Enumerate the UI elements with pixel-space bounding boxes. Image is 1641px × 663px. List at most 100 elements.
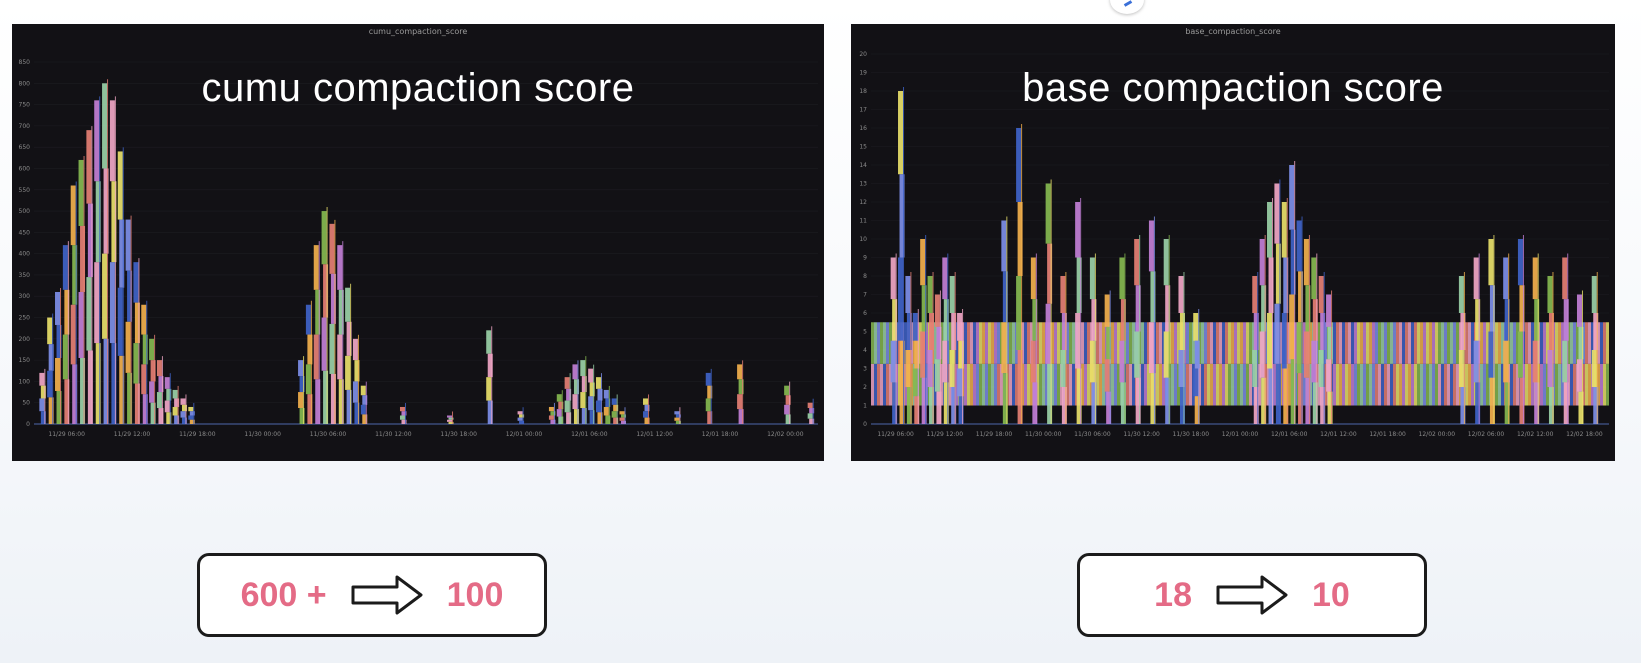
data-bar (936, 391, 942, 424)
data-bar (1473, 257, 1479, 300)
data-bar (86, 130, 92, 204)
band-segment (1444, 322, 1447, 364)
x-tick-label: 11/30 00:00 (1025, 431, 1062, 438)
band-segment (1576, 322, 1579, 364)
band-segment (1279, 322, 1282, 364)
data-bar (1089, 340, 1095, 383)
band-segment (1171, 363, 1174, 406)
data-bar (1268, 368, 1274, 424)
band-segment (919, 363, 922, 406)
band-segment (1570, 322, 1573, 364)
band-segment (1204, 363, 1207, 406)
data-bar (1089, 257, 1095, 300)
x-tick-label: 12/02 00:00 (1419, 431, 1456, 438)
data-bar (1475, 299, 1481, 341)
data-bar (949, 276, 955, 313)
x-tick-label: 11/29 06:00 (877, 431, 914, 438)
data-bar (1061, 313, 1067, 350)
data-bar (181, 404, 187, 412)
band-segment (1243, 363, 1246, 406)
data-bar (1283, 257, 1289, 313)
y-tick-label: 650 (19, 144, 31, 151)
data-bar (1002, 271, 1008, 323)
data-bar (1298, 271, 1304, 323)
data-bar (1326, 359, 1332, 392)
data-bar (943, 382, 949, 424)
data-bar (1517, 331, 1523, 378)
band-segment (898, 322, 901, 364)
band-segment (1486, 322, 1489, 364)
band-segment (1267, 363, 1270, 406)
band-segment (1426, 363, 1429, 406)
band-segment (1186, 322, 1189, 364)
data-bar (103, 338, 109, 424)
data-bar (102, 253, 108, 339)
data-bar (1134, 239, 1140, 286)
y-tick-label: 12 (859, 199, 867, 206)
band-segment (1396, 363, 1399, 406)
data-bar (517, 411, 523, 415)
band-segment (877, 363, 880, 406)
band-segment (1144, 363, 1147, 406)
expand-icon[interactable] (1110, 0, 1144, 14)
data-bar (362, 414, 368, 424)
band-segment (1495, 322, 1498, 364)
band-segment (1309, 363, 1312, 406)
x-tick-label: 11/30 18:00 (1173, 431, 1210, 438)
band-segment (994, 322, 997, 364)
data-bar (550, 419, 556, 424)
data-bar (1578, 326, 1584, 360)
band-segment (1240, 322, 1243, 364)
data-bar (448, 421, 454, 424)
data-bar (912, 313, 918, 341)
band-segment (1111, 322, 1114, 364)
data-bar (1504, 382, 1510, 424)
data-bar (1298, 373, 1304, 424)
data-bar (164, 377, 170, 389)
data-bar (87, 203, 93, 278)
data-bar (1032, 382, 1038, 424)
cumu-chart-title: cumu compaction score (201, 66, 635, 110)
band-segment (1174, 363, 1177, 406)
data-bar (1261, 377, 1267, 424)
band-segment (1309, 322, 1312, 364)
band-segment (1387, 322, 1390, 364)
band-segment (934, 322, 937, 364)
band-segment (1405, 363, 1408, 406)
data-bar (1032, 299, 1038, 341)
y-tick-label: 800 (19, 80, 31, 87)
data-bar (556, 409, 562, 417)
data-bar (1296, 322, 1302, 374)
y-tick-label: 0 (26, 421, 30, 428)
band-segment (1015, 363, 1018, 406)
data-bar (1517, 239, 1523, 286)
data-bar (401, 419, 407, 424)
data-bar (588, 396, 594, 411)
data-bar (134, 302, 140, 344)
band-segment (940, 322, 943, 364)
data-bar (117, 151, 123, 220)
y-tick-label: 500 (19, 208, 31, 215)
data-bar (1591, 276, 1597, 313)
y-tick-label: 3 (863, 366, 867, 373)
data-bar (605, 415, 611, 424)
band-segment (1246, 363, 1249, 406)
data-bar (78, 159, 84, 226)
x-tick-label: 11/29 12:00 (114, 431, 151, 438)
data-bar (40, 385, 46, 399)
data-bar (1030, 257, 1036, 300)
data-bar (180, 411, 186, 418)
x-tick-label: 11/29 06:00 (48, 431, 85, 438)
band-segment (1234, 363, 1237, 406)
x-tick-label: 12/02 12:00 (1517, 431, 1554, 438)
data-bar (1179, 313, 1185, 350)
band-segment (1192, 322, 1195, 364)
band-segment (1096, 363, 1099, 406)
band-segment (1084, 322, 1087, 364)
data-bar (109, 262, 115, 344)
band-segment (1333, 363, 1336, 406)
band-segment (1573, 322, 1576, 364)
band-segment (1510, 322, 1513, 364)
data-bar (1106, 326, 1112, 360)
data-bar (1016, 276, 1022, 350)
